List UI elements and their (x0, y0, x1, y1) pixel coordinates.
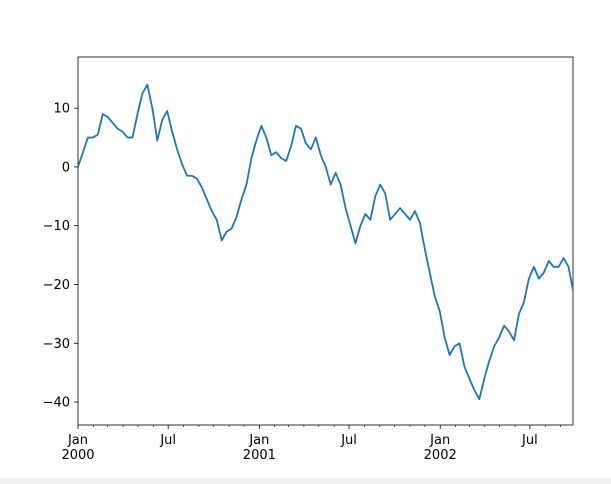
x-tick-label-line: Jul (159, 433, 176, 448)
x-tick-label: Jul (340, 433, 357, 448)
x-tick-label-line: Jul (521, 433, 538, 448)
line-series (77, 83, 574, 401)
y-tick-label: −20 (43, 278, 70, 293)
y-tick-label: −40 (43, 396, 70, 411)
y-tick-label: −10 (43, 219, 70, 234)
y-tick-label: −30 (43, 337, 70, 352)
plot-frame (77, 56, 574, 426)
x-tick-label-line: Jan (429, 433, 450, 448)
x-tick-label: Jul (521, 433, 538, 448)
window-edge (0, 478, 611, 484)
x-tick-label-line: Jan (67, 433, 88, 448)
y-tick-label: 10 (53, 102, 70, 117)
x-tick-label-line: 2000 (61, 448, 94, 463)
x-tick-label: Jan 2001 (243, 433, 276, 463)
x-tick-label-line: 2002 (424, 448, 457, 463)
y-tick-label: 0 (62, 160, 70, 175)
x-tick-label-line: Jan (248, 433, 269, 448)
x-tick-label: Jan 2002 (424, 433, 457, 463)
x-tick-label-line: Jul (340, 433, 357, 448)
x-tick-label-line: 2001 (243, 448, 276, 463)
x-tick-label: Jul (159, 433, 176, 448)
x-tick-label: Jan 2000 (61, 433, 94, 463)
